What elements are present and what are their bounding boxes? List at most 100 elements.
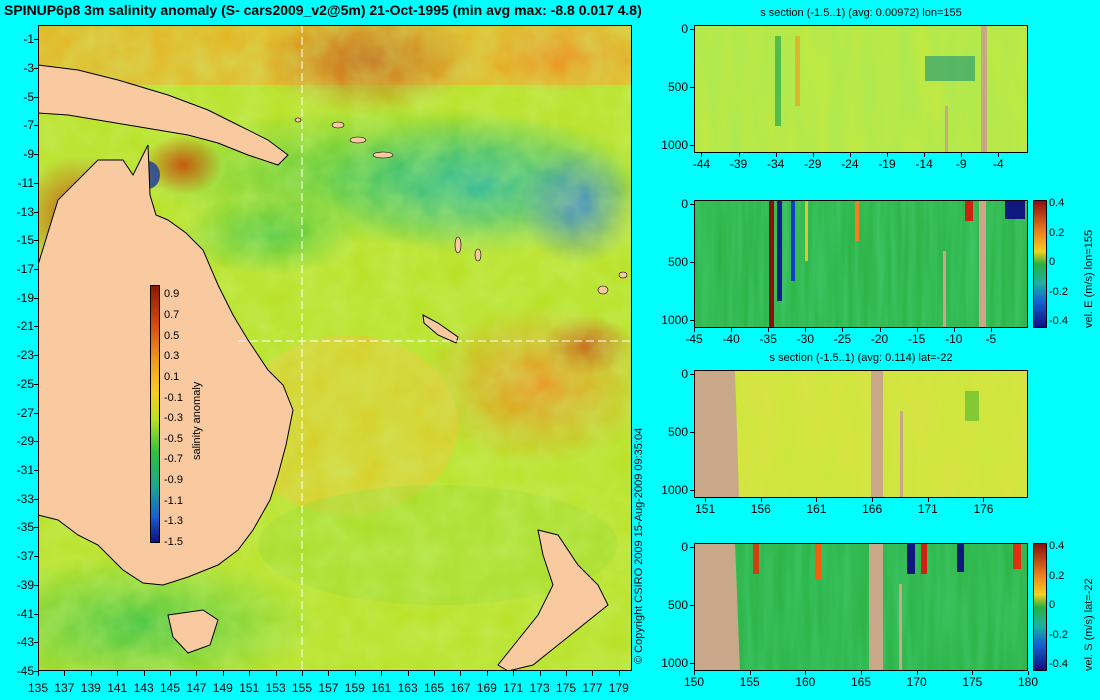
section-x-tick-label: 161 (806, 502, 827, 516)
section-x-tick-label: -45 (685, 332, 703, 346)
salinity-map (38, 25, 632, 671)
map-colorbar-tick-label: -0.1 (164, 391, 183, 404)
section-y-tick-label: 500 (667, 255, 688, 269)
section-y-tick-label: 1000 (661, 483, 688, 497)
map-y-tick-label: -45 (16, 664, 34, 678)
section-x-tick-label: -9 (955, 157, 967, 171)
map-x-tick (354, 671, 356, 676)
copyright-text: © Copyright CSIRO 2009 15-Aug-2009 09:35… (633, 427, 645, 664)
section-y-tick-label: 500 (667, 80, 688, 94)
section-colorbar-label: vel. S (m/s) lat=-22 (1083, 578, 1095, 671)
map-y-tick (34, 441, 38, 443)
section-x-tick-label: 175 (962, 675, 983, 689)
section-x-tick (805, 328, 807, 332)
map-colorbar-tick-label: 0.3 (164, 350, 180, 363)
map-y-tick-label: -39 (16, 577, 34, 592)
panel2-colorbar (1033, 200, 1047, 328)
section-x-tick (849, 153, 851, 157)
section-x-tick-label: 155 (739, 675, 760, 689)
section-y-tick-label: 500 (667, 598, 688, 612)
map-x-tick (407, 671, 409, 676)
panel1-svg (695, 26, 1027, 152)
section-y-tick (690, 432, 694, 433)
map-y-tick (34, 527, 38, 529)
map-x-tick-label: 141 (107, 681, 128, 695)
panel1-section-plot (694, 25, 1028, 153)
section-x-tick-label: -14 (915, 157, 933, 171)
map-y-tick-label: -17 (16, 262, 34, 277)
map-y-tick (34, 125, 38, 127)
section-x-tick-label: -5 (985, 332, 997, 346)
map-y-tick-label: -41 (16, 606, 34, 621)
map-y-tick-label: -31 (16, 463, 34, 478)
map-y-tick (34, 96, 38, 98)
section-x-tick-label: -44 (692, 157, 711, 171)
map-y-tick-label: -9 (23, 147, 34, 162)
map-x-tick (566, 671, 567, 676)
section-x-tick (927, 498, 929, 502)
section-colorbar-tick-label: 0.4 (1049, 197, 1065, 209)
map-y-tick-label: -37 (16, 549, 34, 564)
section-y-tick-label: 0 (681, 22, 688, 36)
map-y-tick (34, 211, 38, 213)
section-x-tick-label: -29 (804, 157, 822, 171)
section-colorbar-tick-label: 0.2 (1049, 569, 1065, 582)
map-y-tick (34, 355, 38, 357)
map-y-tick-label: -43 (16, 635, 34, 650)
section-x-tick-label: 156 (750, 502, 771, 516)
section-colorbar-tick-label: 0.2 (1049, 226, 1065, 239)
section-y-tick-label: 1000 (661, 138, 688, 152)
section-x-tick (842, 328, 844, 332)
map-y-tick (34, 498, 38, 500)
section-x-tick-label: -40 (722, 332, 740, 346)
map-x-tick (275, 671, 277, 676)
map-x-tick-label: 171 (503, 681, 524, 695)
map-x-tick-label: 149 (212, 681, 233, 695)
map-x-tick-label: 157 (318, 681, 339, 695)
map-y-tick-label: -25 (16, 376, 34, 391)
map-x-tick-label: 165 (424, 681, 445, 695)
map-x-tick (196, 671, 198, 676)
map-x-tick (249, 671, 251, 676)
map-x-tick-label: 161 (371, 681, 392, 695)
map-x-tick-label: 137 (54, 681, 75, 695)
map-y-tick (34, 240, 38, 242)
map-x-tick (143, 671, 145, 676)
section-x-tick (705, 498, 707, 502)
pacific-islands (294, 117, 628, 295)
map-x-tick-label: 163 (397, 681, 418, 695)
section-colorbar-tick-label: -0.4 (1049, 658, 1068, 670)
section-x-tick (701, 153, 703, 157)
panel2-svg (695, 201, 1027, 327)
section-x-tick (953, 328, 955, 332)
new-zealand-landmass (497, 529, 609, 671)
map-y-tick (34, 383, 38, 385)
section-x-tick-label: -15 (907, 332, 926, 346)
map-y-tick (34, 297, 38, 299)
map-colorbar-tick-label: 0.1 (164, 370, 180, 383)
panel3-svg (695, 371, 1027, 497)
section-x-tick (972, 671, 974, 675)
section-x-tick-label: -25 (833, 332, 852, 346)
map-colorbar-tick-label: 0.7 (164, 308, 180, 321)
map-colorbar-tick-label: -0.9 (164, 474, 183, 487)
section-y-tick (690, 490, 694, 491)
map-x-tick-label: 159 (344, 681, 365, 695)
section-x-tick (775, 153, 777, 157)
map-x-tick-label: 177 (582, 681, 603, 695)
section-x-tick-label: 150 (683, 675, 705, 689)
section-x-tick (916, 671, 918, 675)
section-x-tick (1028, 671, 1029, 675)
panel4-colorbar (1033, 543, 1047, 671)
australia-landmass (38, 144, 294, 586)
map-x-tick-label: 167 (450, 681, 471, 695)
map-x-tick-label: 169 (476, 681, 497, 695)
section-x-tick (861, 671, 862, 675)
map-y-tick (34, 326, 38, 328)
map-x-tick (302, 671, 303, 676)
section-x-tick (916, 328, 918, 332)
map-x-tick-label: 151 (239, 681, 260, 695)
section-x-tick-label: -19 (878, 157, 896, 171)
map-colorbar-tick-label: -0.3 (164, 412, 183, 425)
panel3-section-plot (694, 370, 1028, 498)
